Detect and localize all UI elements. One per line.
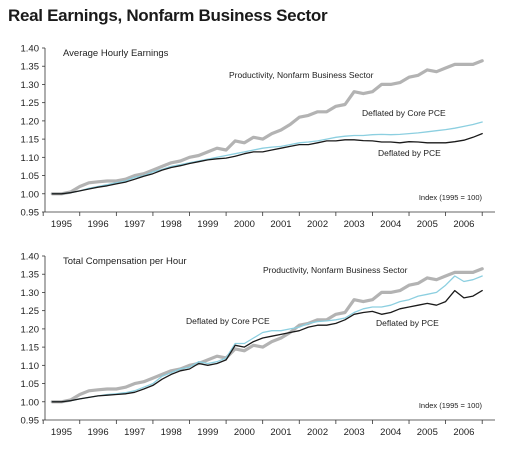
x-tick-label: 1997 [124,427,145,438]
series-label-pce: Deflated by PCE [376,318,439,328]
x-tick-label: 2003 [344,219,365,230]
y-tick-label: 1.00 [21,189,40,200]
series-line-productivity [50,267,484,404]
series-line-pce [51,132,483,195]
y-tick-label: 1.40 [21,44,40,55]
y-tick-label: 1.10 [21,153,40,164]
series-label-pce: Deflated by PCE [378,148,441,158]
x-tick-label: 2006 [453,427,474,438]
y-tick-label: 1.00 [21,397,40,408]
x-tick-label: 2004 [380,219,401,230]
x-tick-label: 1996 [87,427,108,438]
x-tick-label: 1999 [197,427,218,438]
y-tick-label: 1.35 [21,270,40,281]
page-title: Real Earnings, Nonfarm Business Sector [8,6,328,25]
x-tick-label: 1999 [197,219,218,230]
y-tick-label: 1.30 [21,80,40,91]
y-tick-label: 1.10 [21,361,40,372]
y-tick-label: 0.95 [21,208,40,219]
x-tick-label: 2005 [417,427,438,438]
x-tick-label: 1996 [87,219,108,230]
x-tick-label: 2001 [270,427,291,438]
series-line-productivity [50,59,484,196]
y-tick-label: 1.35 [21,62,40,73]
x-tick-label: 1998 [161,427,182,438]
y-tick-label: 1.15 [21,135,40,146]
x-tick-label: 2006 [453,219,474,230]
x-tick-label: 2003 [344,427,365,438]
x-tick-label: 1998 [161,219,182,230]
y-tick-label: 1.40 [21,252,40,263]
y-tick-label: 1.20 [21,324,40,335]
series-line-core-pce [51,121,483,195]
series-label-core-pce: Deflated by Core PCE [186,316,270,326]
chart-average-hourly-earnings: 0.95 1.00 1.05 1.10 1.15 1.20 1.25 1.30 1.35 1.40… [21,44,495,230]
x-tick-label: 2005 [417,219,438,230]
x-tick-label: 1995 [51,427,72,438]
y-tick-label: 0.95 [21,416,40,427]
x-tick-label: 2004 [380,427,401,438]
y-tick-label: 1.20 [21,116,40,127]
index-note: Index (1995 = 100) [419,193,483,202]
x-tick-label: 2000 [234,427,255,438]
x-tick-label: 2002 [307,219,328,230]
chart-total-compensation: 0.95 1.00 1.05 1.10 1.15 1.20 1.25 1.30 1.35 1.40… [21,252,495,438]
x-tick-label: 1997 [124,219,145,230]
x-tick-label: 2001 [270,219,291,230]
x-tick-label: 2002 [307,427,328,438]
series-label-productivity: Productivity, Nonfarm Business Sector [229,70,374,80]
y-tick-label: 1.25 [21,98,40,109]
series-label-productivity: Productivity, Nonfarm Business Sector [263,265,408,275]
y-tick-label: 1.15 [21,343,40,354]
x-tick-label: 1995 [51,219,72,230]
x-tick-label: 2000 [234,219,255,230]
index-note: Index (1995 = 100) [419,401,483,410]
series-line-pce [51,289,483,403]
series-line-core-pce [51,275,483,403]
chart-title: Total Compensation per Hour [63,256,187,267]
series-label-core-pce: Deflated by Core PCE [362,108,446,118]
y-tick-label: 1.05 [21,379,40,390]
y-tick-label: 1.25 [21,306,40,317]
y-tick-label: 1.05 [21,171,40,182]
chart-title: Average Hourly Earnings [63,48,169,59]
y-tick-label: 1.30 [21,288,40,299]
